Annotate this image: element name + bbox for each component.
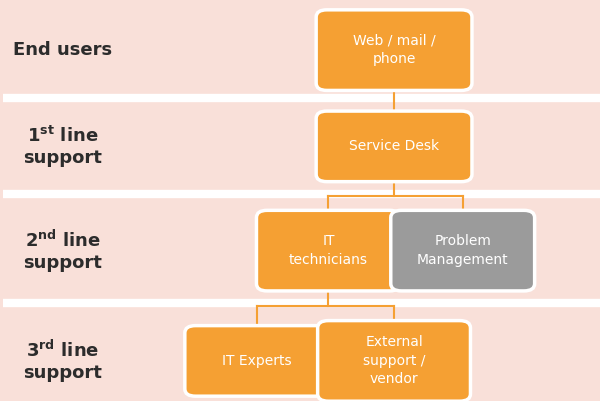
FancyBboxPatch shape xyxy=(3,6,600,94)
FancyBboxPatch shape xyxy=(316,111,472,182)
Text: IT
technicians: IT technicians xyxy=(289,235,368,267)
Text: 3$^{\mathregular{rd}}$ line
support: 3$^{\mathregular{rd}}$ line support xyxy=(23,340,102,382)
FancyBboxPatch shape xyxy=(3,203,600,299)
Text: 1$^{\mathregular{st}}$ line
support: 1$^{\mathregular{st}}$ line support xyxy=(23,126,102,167)
Text: External
support /
vendor: External support / vendor xyxy=(363,336,425,386)
Text: IT Experts: IT Experts xyxy=(222,354,292,368)
FancyBboxPatch shape xyxy=(185,326,329,396)
FancyBboxPatch shape xyxy=(256,210,400,291)
FancyBboxPatch shape xyxy=(316,10,472,91)
Text: End users: End users xyxy=(13,41,112,59)
Text: 2$^{\mathregular{nd}}$ line
support: 2$^{\mathregular{nd}}$ line support xyxy=(23,230,102,271)
Text: Web / mail /
phone: Web / mail / phone xyxy=(353,34,436,66)
FancyBboxPatch shape xyxy=(317,321,470,401)
FancyBboxPatch shape xyxy=(3,317,600,401)
FancyBboxPatch shape xyxy=(391,210,535,291)
FancyBboxPatch shape xyxy=(3,102,600,190)
Text: Problem
Management: Problem Management xyxy=(417,235,509,267)
Text: Service Desk: Service Desk xyxy=(349,140,439,153)
